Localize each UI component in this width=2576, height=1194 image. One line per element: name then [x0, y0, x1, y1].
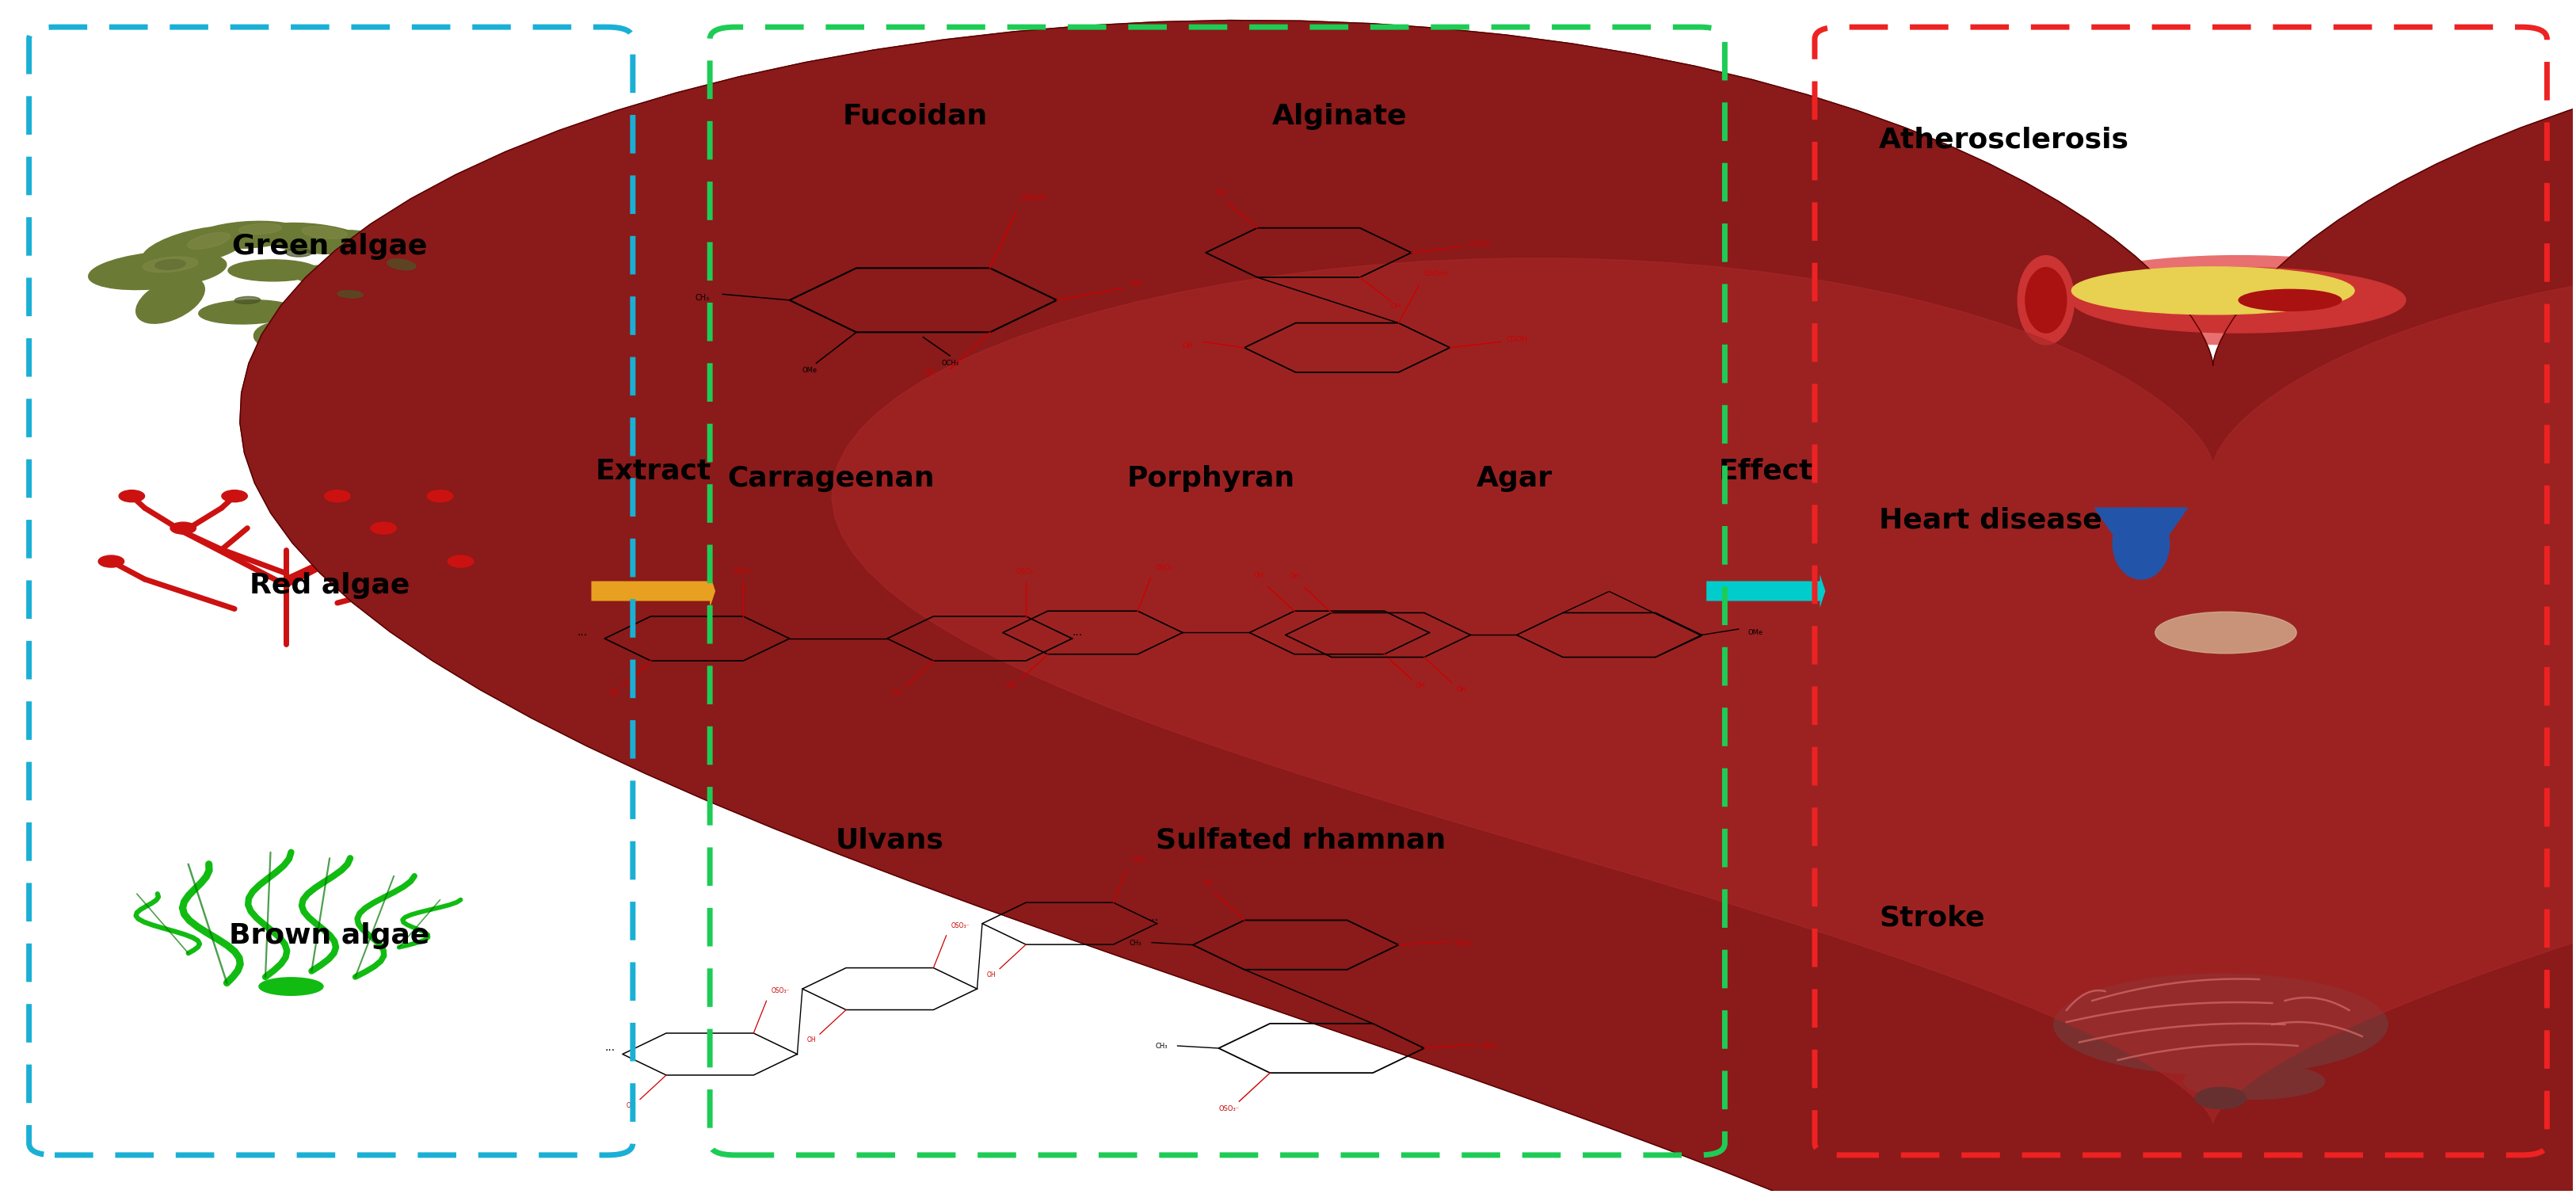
Ellipse shape: [325, 490, 350, 501]
Ellipse shape: [2017, 256, 2074, 345]
Ellipse shape: [2040, 256, 2437, 345]
Ellipse shape: [2071, 267, 2354, 314]
Text: COOH: COOH: [1468, 241, 1489, 248]
Text: Carrageenan: Carrageenan: [726, 464, 935, 492]
Text: Agar: Agar: [1476, 464, 1553, 492]
Text: OH: OH: [608, 689, 618, 696]
Text: Brown algae: Brown algae: [229, 922, 430, 949]
Text: ···: ···: [1072, 630, 1082, 641]
Ellipse shape: [2195, 1088, 2246, 1109]
Text: OH: OH: [1291, 573, 1301, 580]
Ellipse shape: [317, 230, 433, 270]
Text: OSO₃⁻: OSO₃⁻: [951, 922, 971, 929]
Text: ···: ···: [605, 1046, 616, 1057]
Text: Ulvans: Ulvans: [835, 827, 943, 854]
Ellipse shape: [2156, 611, 2295, 653]
Ellipse shape: [294, 265, 381, 288]
Text: Atherosclerosis: Atherosclerosis: [1878, 127, 2130, 153]
Text: OSO₃H: OSO₃H: [1020, 193, 1046, 202]
Text: OSO₃⁻: OSO₃⁻: [1157, 564, 1177, 571]
Ellipse shape: [2053, 974, 2388, 1075]
Ellipse shape: [88, 251, 227, 290]
Text: ···: ···: [1149, 915, 1159, 925]
Ellipse shape: [386, 259, 415, 270]
Ellipse shape: [118, 490, 144, 501]
Text: OH: OH: [1455, 685, 1466, 693]
Text: CH₃: CH₃: [696, 294, 708, 302]
Text: OSO₃⁻: OSO₃⁻: [1015, 568, 1036, 576]
Ellipse shape: [337, 290, 363, 297]
Text: Stroke: Stroke: [1878, 904, 1986, 931]
Ellipse shape: [193, 221, 301, 248]
Ellipse shape: [371, 522, 397, 534]
Ellipse shape: [142, 227, 250, 267]
Text: OH: OH: [1182, 343, 1193, 349]
Polygon shape: [832, 258, 2576, 1124]
Text: OSO₃⁻: OSO₃⁻: [1481, 1042, 1502, 1050]
Text: CH₃: CH₃: [1154, 1042, 1167, 1050]
Text: Extract: Extract: [595, 457, 711, 485]
Text: Sulfated rhamnan: Sulfated rhamnan: [1157, 827, 1445, 854]
Text: OSO₃⁻: OSO₃⁻: [734, 568, 755, 576]
Ellipse shape: [234, 296, 260, 303]
Ellipse shape: [2184, 1064, 2324, 1100]
Text: OH: OH: [806, 1036, 817, 1044]
Text: OH: OH: [891, 689, 902, 696]
Ellipse shape: [137, 277, 204, 324]
Text: Porphyran: Porphyran: [1126, 464, 1296, 492]
Ellipse shape: [155, 259, 185, 270]
Polygon shape: [240, 20, 2576, 1194]
Text: Green algae: Green algae: [232, 233, 428, 260]
Ellipse shape: [394, 251, 487, 297]
Text: OSO₃⁻: OSO₃⁻: [1131, 856, 1149, 863]
Text: CH₃: CH₃: [1128, 940, 1141, 947]
Ellipse shape: [2112, 507, 2169, 579]
Ellipse shape: [255, 321, 317, 351]
Text: OSO₃⁻: OSO₃⁻: [773, 987, 791, 995]
Text: OMe: OMe: [801, 367, 817, 374]
Ellipse shape: [142, 257, 198, 272]
Text: OMe: OMe: [1749, 629, 1762, 636]
Text: OH: OH: [626, 1102, 636, 1109]
Ellipse shape: [428, 490, 453, 501]
Text: OH: OH: [1216, 189, 1226, 196]
Text: Fucoidan: Fucoidan: [842, 103, 989, 130]
Text: OH: OH: [1007, 682, 1018, 689]
Text: OH: OH: [1131, 279, 1141, 288]
Text: OH: OH: [987, 971, 994, 978]
Ellipse shape: [255, 223, 368, 254]
Ellipse shape: [98, 555, 124, 567]
Ellipse shape: [2239, 289, 2342, 310]
Text: Heart disease: Heart disease: [1878, 506, 2102, 534]
Ellipse shape: [2025, 267, 2066, 333]
Ellipse shape: [301, 227, 348, 239]
Text: Red algae: Red algae: [250, 572, 410, 598]
Ellipse shape: [222, 490, 247, 501]
Ellipse shape: [394, 284, 461, 328]
Ellipse shape: [294, 307, 381, 328]
Text: OH: OH: [1391, 302, 1401, 309]
Text: OSO₃H: OSO₃H: [1425, 270, 1448, 277]
Ellipse shape: [2071, 267, 2406, 333]
Text: Alginate: Alginate: [1273, 103, 1406, 130]
Ellipse shape: [188, 233, 229, 248]
Ellipse shape: [448, 555, 474, 567]
Ellipse shape: [198, 300, 296, 324]
Text: OH: OH: [1414, 682, 1425, 689]
Polygon shape: [2094, 507, 2187, 537]
Text: OH: OH: [1203, 879, 1213, 886]
Text: OSO₃⁻: OSO₃⁻: [1455, 940, 1476, 947]
Text: ···: ···: [577, 630, 587, 641]
Ellipse shape: [286, 248, 312, 257]
Ellipse shape: [260, 978, 322, 996]
Text: OSO₃⁻: OSO₃⁻: [1218, 1106, 1239, 1113]
Text: Effect: Effect: [1718, 457, 1814, 485]
Ellipse shape: [170, 522, 196, 534]
Ellipse shape: [240, 223, 281, 234]
Text: COOH: COOH: [1507, 337, 1528, 344]
Text: OH: OH: [1255, 572, 1265, 579]
Text: OH: OH: [925, 369, 935, 377]
Ellipse shape: [229, 260, 317, 281]
Text: OCH₃: OCH₃: [940, 359, 958, 367]
